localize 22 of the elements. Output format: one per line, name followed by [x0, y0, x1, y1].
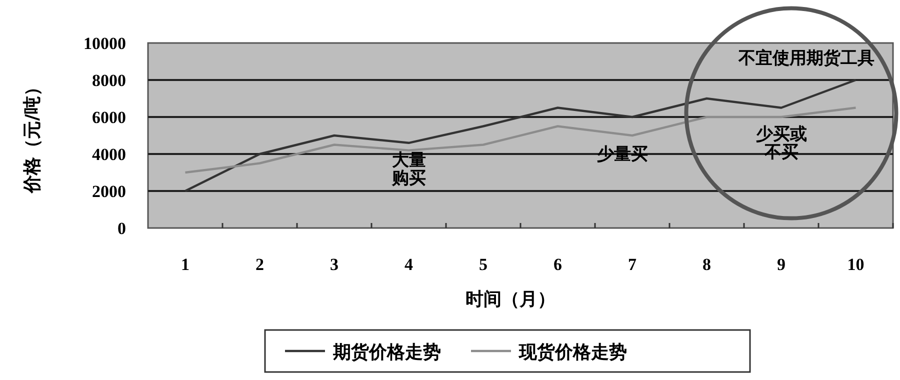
annotation: 大量购买: [390, 150, 426, 188]
x-tick-label: 4: [404, 255, 414, 274]
x-tick-label: 5: [479, 255, 488, 274]
y-tick-label: 2000: [92, 182, 126, 201]
x-tick-label: 3: [330, 255, 338, 274]
legend-label: 现货价格走势: [518, 342, 627, 363]
y-tick-label: 0: [118, 219, 126, 238]
x-tick-label: 10: [847, 255, 864, 274]
x-tick-label: 2: [256, 255, 264, 274]
annotation: 不宜使用期货工具: [737, 48, 874, 68]
y-tick-label: 8000: [92, 71, 126, 90]
y-axis-title: 价格（元/吨）: [22, 78, 43, 194]
x-tick-label: 1: [181, 255, 190, 274]
legend-label: 期货价格走势: [332, 342, 441, 363]
x-tick-label: 8: [702, 255, 711, 274]
y-tick-label: 6000: [92, 108, 126, 127]
y-tick-label: 10000: [84, 34, 126, 53]
x-tick-label: 6: [554, 255, 562, 274]
x-tick-label: 7: [628, 255, 637, 274]
x-tick-label: 9: [777, 255, 786, 274]
y-tick-label: 4000: [92, 145, 126, 164]
x-axis-title: 时间（月）: [466, 289, 556, 310]
